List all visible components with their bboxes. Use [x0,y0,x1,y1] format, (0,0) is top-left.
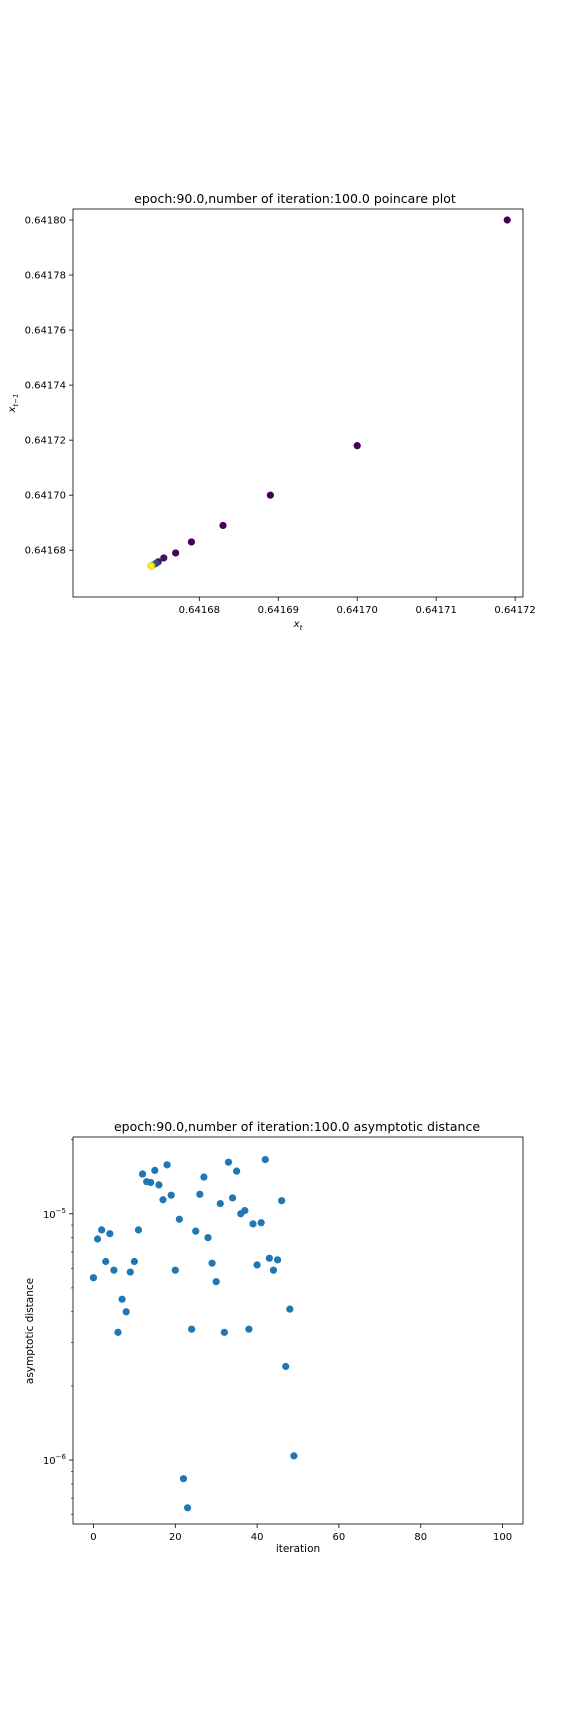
asymptotic-y-axis-label: asymptotic distance [24,1278,36,1384]
asymptotic-point [147,1178,155,1187]
poincare-y-tick-label: 0.64168 [25,546,66,557]
asymptotic-point [118,1295,126,1303]
poincare-point [219,521,227,530]
asymptotic-point [257,1219,265,1227]
asymptotic-y-tick-label: 10−6 [43,1453,67,1467]
asymptotic-point [204,1234,212,1242]
asymptotic-point [245,1325,253,1333]
asymptotic-point [228,1194,237,1202]
poincare-x-tick-label: 0.64171 [415,605,456,616]
asymptotic-point [93,1235,102,1243]
asymptotic-point [122,1308,130,1316]
asymptotic-point [102,1257,110,1266]
asymptotic-point [89,1274,98,1282]
poincare-x-tick-label: 0.64168 [179,605,220,616]
poincare-y-axis-label-main: x [7,407,18,414]
poincare-y-axis-label: xt−1 [7,394,20,414]
poincare-point [160,554,168,562]
asymptotic-y-tick-label: 10−5 [43,1207,66,1221]
asymptotic-point [216,1199,224,1208]
asymptotic-axes-frame [72,1136,524,1525]
poincare-chart: epoch:90.0,number of iteration:100.0 poi… [7,191,536,632]
asymptotic-point [163,1161,171,1169]
asymptotic-point [188,1325,196,1333]
asymptotic-point [273,1256,282,1264]
poincare-y-tick-label: 0.64170 [25,491,66,502]
asymptotic-point [98,1226,106,1234]
asymptotic-x-tick-label: 60 [333,1532,346,1543]
poincare-y-axis-label-sub: t−1 [12,394,20,407]
asymptotic-point [233,1167,241,1175]
asymptotic-x-axis-label: iteration [276,1543,320,1555]
asymptotic-point [249,1220,257,1228]
asymptotic-point [208,1259,216,1267]
asymptotic-point [241,1207,249,1215]
poincare-point [503,216,511,224]
asymptotic-x-tick-label: 0 [90,1532,96,1543]
asymptotic-point [134,1226,143,1234]
asymptotic-point [167,1191,175,1199]
asymptotic-point [282,1362,290,1371]
asymptotic-point [151,1166,159,1175]
poincare-x-tick-label: 0.64170 [337,605,378,616]
poincare-y-tick-label: 0.64180 [25,216,66,227]
poincare-y-tick-label: 0.64172 [25,436,66,447]
asymptotic-point [138,1170,147,1178]
asymptotic-point [200,1173,208,1181]
poincare-x-tick-label: 0.64172 [494,605,535,616]
poincare-point [353,442,361,450]
poincare-x-axis-label-sub: t [300,624,303,632]
poincare-x-axis-label-main: x [293,619,300,630]
asymptotic-point [183,1504,192,1512]
asymptotic-point [159,1196,167,1204]
poincare-points [147,216,511,570]
asymptotic-point [179,1475,188,1483]
poincare-point [187,538,196,546]
asymptotic-point [220,1328,228,1336]
asymptotic-x-ticks: 0 20 40 60 80 100 [90,1524,512,1543]
asymptotic-chart: epoch:90.0,number of iteration:100.0 asy… [24,1119,524,1555]
poincare-axes-frame [72,208,524,598]
poincare-y-tick-label: 0.64176 [25,326,66,337]
asymptotic-points [89,1155,298,1512]
asymptotic-point [192,1227,200,1235]
asymptotic-point [269,1266,278,1274]
poincare-y-tick-label: 0.64178 [25,271,66,282]
asymptotic-point [126,1268,134,1276]
poincare-title: epoch:90.0,number of iteration:100.0 poi… [134,191,456,206]
asymptotic-title: epoch:90.0,number of iteration:100.0 asy… [114,1119,480,1134]
asymptotic-point [175,1215,183,1223]
asymptotic-point [171,1266,179,1274]
poincare-y-tick-label: 0.64174 [25,381,66,392]
poincare-y-ticks: 0.64168 0.64170 0.64172 0.64174 0.64176 0.641… [25,216,73,557]
asymptotic-point [261,1155,269,1164]
asymptotic-point [212,1278,220,1286]
asymptotic-point [110,1266,118,1274]
asymptotic-point [265,1254,273,1262]
asymptotic-point [278,1197,286,1205]
asymptotic-point [196,1190,204,1198]
poincare-x-tick-label: 0.64169 [258,605,299,616]
asymptotic-point [114,1328,122,1336]
asymptotic-point [286,1305,294,1313]
asymptotic-point [253,1261,261,1269]
poincare-x-axis-label: xt [293,619,303,632]
asymptotic-x-tick-label: 80 [414,1532,427,1543]
asymptotic-x-tick-label: 20 [169,1532,182,1543]
poincare-x-ticks: 0.64168 0.64169 0.64170 0.64171 0.64172 [179,597,536,616]
asymptotic-point [130,1257,138,1266]
asymptotic-point [155,1181,163,1189]
asymptotic-point [290,1452,298,1460]
asymptotic-x-tick-label: 100 [493,1532,512,1543]
asymptotic-point [106,1230,114,1238]
asymptotic-point [224,1158,233,1166]
poincare-point [172,549,180,557]
poincare-point [266,491,274,499]
poincare-point [147,562,156,570]
asymptotic-x-tick-label: 40 [251,1532,264,1543]
